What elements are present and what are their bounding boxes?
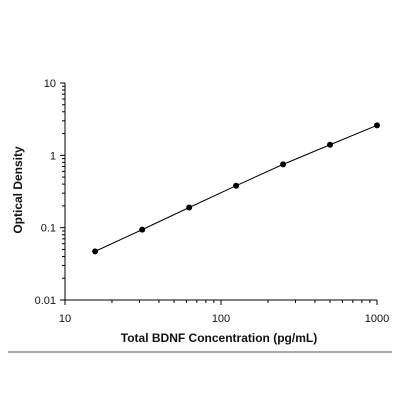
data-point (327, 141, 334, 148)
data-point (92, 248, 99, 255)
x-axis-title: Total BDNF Concentration (pg/mL) (121, 331, 317, 345)
y-tick-label: 0.01 (35, 295, 56, 307)
data-point (139, 226, 146, 233)
axes (60, 82, 378, 305)
tick-labels: 0.01 0.1 1 10 10 100 1000 (35, 78, 390, 325)
x-tick-label: 1000 (365, 313, 389, 325)
data-point (233, 182, 240, 189)
y-tick-label: 0.1 (41, 223, 56, 235)
data-point (374, 122, 380, 129)
data-point (280, 161, 287, 168)
y-axis-title: Optical Density (11, 146, 25, 234)
y-tick-label: 10 (44, 78, 56, 90)
data-point (186, 204, 193, 211)
x-tick-label: 10 (59, 313, 71, 325)
y-tick-label: 1 (50, 150, 56, 162)
x-tick-label: 100 (212, 313, 230, 325)
data-points (92, 122, 380, 255)
